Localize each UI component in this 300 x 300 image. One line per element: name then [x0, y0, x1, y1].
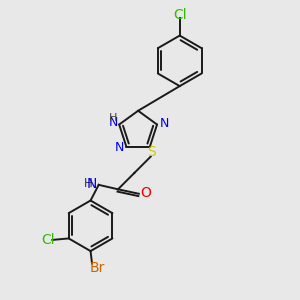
Text: Br: Br [90, 261, 105, 275]
Text: N: N [115, 142, 124, 154]
Text: N: N [159, 117, 169, 130]
Text: N: N [108, 116, 118, 129]
Text: H: H [83, 177, 92, 190]
Text: N: N [87, 177, 97, 191]
Text: O: O [140, 186, 151, 200]
Text: Cl: Cl [41, 233, 54, 247]
Text: H: H [109, 113, 118, 123]
Text: Cl: Cl [173, 8, 187, 22]
Text: S: S [147, 145, 156, 159]
